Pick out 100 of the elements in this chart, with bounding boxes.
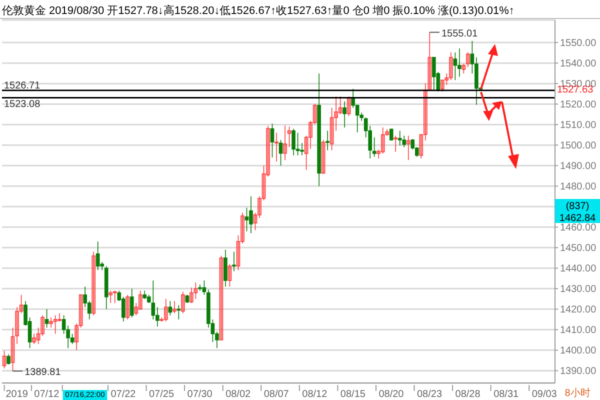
y-tick-label: 1510.00 bbox=[560, 120, 597, 132]
candlestick bbox=[334, 96, 338, 132]
candlestick bbox=[236, 234, 240, 271]
candlestick bbox=[423, 82, 428, 141]
candlestick bbox=[253, 212, 258, 231]
candlestick bbox=[108, 290, 113, 304]
candlestick bbox=[321, 140, 326, 174]
candlestick bbox=[112, 290, 117, 304]
candlestick bbox=[96, 241, 100, 271]
candlestick bbox=[32, 333, 36, 344]
x-tick-label: 07/12 bbox=[34, 389, 60, 400]
candlestick bbox=[121, 296, 126, 322]
candlestick bbox=[326, 130, 330, 151]
candlestick bbox=[219, 255, 224, 340]
candlestick bbox=[258, 196, 262, 218]
candlestick bbox=[70, 333, 74, 344]
x-tick-label: 08/28 bbox=[455, 389, 481, 400]
candlestick bbox=[44, 308, 49, 328]
candlestick bbox=[138, 290, 142, 310]
text: 8小时 bbox=[564, 387, 590, 399]
candlestick bbox=[342, 101, 346, 128]
candlestick bbox=[240, 212, 244, 244]
candlestick bbox=[287, 126, 292, 148]
candlestick bbox=[292, 128, 296, 156]
candlestick bbox=[372, 136, 376, 158]
candlestick bbox=[164, 298, 168, 322]
annotation: 1555.01 bbox=[442, 28, 478, 40]
x-tick-label: 08/31 bbox=[494, 389, 520, 400]
x-tick-label: 08/23 bbox=[416, 389, 442, 400]
candlestick bbox=[40, 314, 44, 336]
x-tick-label: 08/15 bbox=[340, 389, 366, 400]
candlestick bbox=[444, 73, 449, 86]
candlestick bbox=[202, 280, 206, 296]
candlestick bbox=[249, 196, 253, 234]
candlestick bbox=[296, 132, 300, 156]
candlestick bbox=[134, 302, 138, 316]
candlestick bbox=[49, 316, 53, 328]
annotation: 1389.81 bbox=[24, 367, 62, 378]
candlestick bbox=[58, 312, 62, 322]
candlestick bbox=[380, 127, 385, 154]
candlestick bbox=[330, 107, 334, 151]
y-tick-label: 1450.00 bbox=[560, 243, 597, 254]
y-tick-label: 1500.00 bbox=[560, 140, 597, 152]
y-tick-label: 1480.00 bbox=[560, 182, 597, 193]
candlestick bbox=[274, 132, 278, 162]
candlestick bbox=[6, 354, 10, 365]
candlestick bbox=[278, 140, 283, 166]
x-tick-label: 08/02 bbox=[226, 389, 252, 400]
candlestick bbox=[78, 294, 83, 328]
candlestick bbox=[168, 300, 172, 316]
candlestick bbox=[385, 128, 390, 136]
candlestick bbox=[74, 323, 78, 351]
candlestick bbox=[449, 52, 453, 80]
candlestick bbox=[394, 135, 398, 152]
y-tick-label: 1420.00 bbox=[560, 304, 597, 316]
y-tick-label: 1540.00 bbox=[560, 58, 597, 70]
candlestick bbox=[266, 125, 270, 177]
candlestick bbox=[466, 52, 470, 68]
x-tick-label: 09/03 bbox=[532, 389, 558, 400]
y-tick-label: 1400.00 bbox=[560, 346, 597, 357]
candlestick bbox=[126, 294, 130, 320]
candlestick bbox=[10, 327, 15, 372]
x-tick-label: 2019 bbox=[6, 389, 28, 400]
candlestick bbox=[300, 142, 304, 156]
y-tick-label: 1430.00 bbox=[560, 284, 597, 296]
chart-title: 伦敦黄金 2019/08/30 开1527.78↓高1528.20↓低1526.67↑收1527.63↑量0 仓0 增0 振0.10% 涨(0.13)0.01%↑ bbox=[2, 4, 514, 18]
y-tick-label: 1520.00 bbox=[560, 100, 597, 111]
candlestick bbox=[312, 104, 317, 125]
candlestick bbox=[453, 52, 458, 80]
x-tick-label: 08/20 bbox=[378, 389, 404, 400]
candlestick bbox=[440, 80, 444, 92]
ref-line-label: 1526.71 bbox=[4, 80, 41, 92]
candlestick bbox=[304, 135, 308, 170]
candlestick bbox=[53, 314, 58, 334]
candlestick bbox=[36, 327, 40, 344]
candlestick bbox=[2, 350, 6, 369]
candlestick bbox=[338, 96, 342, 115]
x-tick-label: 07/30 bbox=[187, 389, 213, 400]
ref-line-label: 1523.08 bbox=[4, 98, 41, 110]
y-tick-label: 1440.00 bbox=[560, 264, 597, 275]
x-tick-label: 07/22 bbox=[110, 389, 136, 400]
candlestick bbox=[130, 288, 134, 318]
candlestick bbox=[428, 32, 432, 90]
y-tick-label: 1550.00 bbox=[560, 38, 597, 50]
candlestick bbox=[406, 135, 410, 160]
candlestick bbox=[62, 314, 66, 334]
y-tick-label: 1410.00 bbox=[560, 325, 597, 336]
y-tick-label: 1490.00 bbox=[560, 161, 597, 172]
candlestick bbox=[232, 251, 236, 272]
candlestick bbox=[181, 291, 185, 314]
candlestick bbox=[228, 264, 232, 288]
candlestick bbox=[398, 130, 402, 146]
candlestick bbox=[244, 207, 249, 232]
candlestick bbox=[92, 251, 96, 316]
candlestick bbox=[376, 149, 381, 159]
candlestick bbox=[224, 249, 228, 288]
candlestick bbox=[172, 300, 176, 314]
y-tick-label: 1460.00 bbox=[560, 222, 597, 234]
x-tick-label: 08/12 bbox=[302, 389, 328, 400]
candlestick bbox=[462, 63, 466, 74]
